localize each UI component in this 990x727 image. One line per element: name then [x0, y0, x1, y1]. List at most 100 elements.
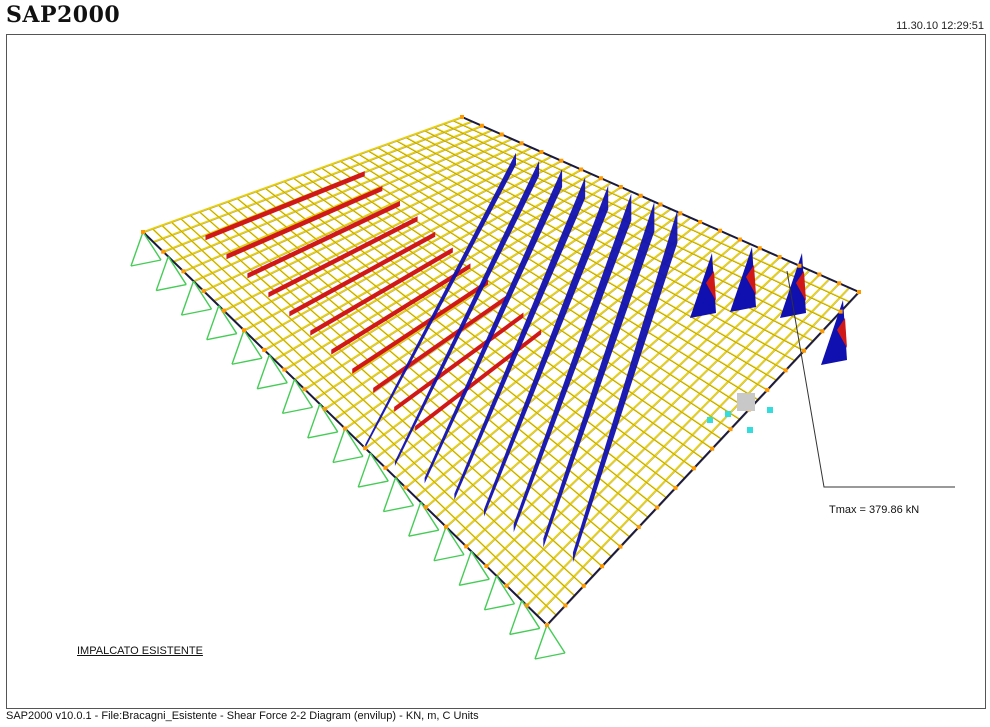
support-brace — [510, 628, 540, 634]
frame-member — [396, 141, 794, 361]
joint-marker — [363, 446, 367, 450]
joint-marker — [784, 368, 788, 372]
support-brace — [182, 309, 212, 315]
joint-marker — [582, 584, 586, 588]
joint-marker — [505, 584, 509, 588]
support-brace — [434, 555, 464, 561]
joint-marker — [525, 603, 529, 607]
support-brace — [409, 530, 439, 536]
support-brace — [308, 404, 320, 438]
support-brace — [232, 358, 262, 364]
joint-marker — [857, 290, 861, 294]
support-brace — [535, 653, 565, 659]
support-brace — [459, 551, 471, 585]
joint-marker — [202, 289, 206, 293]
joint-marker — [820, 329, 824, 333]
model-viewport[interactable]: Tmax = 379.86 kN IMPALCATO ESISTENTE — [6, 34, 986, 709]
joint-marker — [758, 246, 762, 250]
support-brace — [131, 260, 161, 266]
joint-marker — [659, 203, 663, 207]
joint-marker — [692, 466, 696, 470]
joint-marker — [673, 486, 677, 490]
support-brace — [459, 579, 489, 585]
joint-marker — [619, 185, 623, 189]
status-line: SAP2000 v10.0.1 - File:Bracagni_Esistent… — [6, 710, 479, 722]
support-brace — [257, 355, 269, 389]
cyan-marker — [767, 407, 773, 413]
joint-marker — [404, 485, 408, 489]
structural-model-drawing — [7, 35, 985, 708]
joint-marker — [600, 564, 604, 568]
frame-member-edge — [350, 158, 749, 410]
max-shear-annotation: Tmax = 379.86 kN — [829, 504, 919, 516]
cyan-marker — [707, 417, 713, 423]
support-brace — [333, 429, 345, 463]
joint-marker — [460, 115, 464, 119]
joint-marker — [383, 466, 387, 470]
joint-marker — [710, 447, 714, 451]
support-brace — [283, 379, 295, 413]
joint-marker — [282, 368, 286, 372]
joint-marker — [262, 348, 266, 352]
frame-member — [443, 124, 840, 312]
joint-marker — [802, 349, 806, 353]
support-brace — [232, 330, 244, 364]
joint-marker — [817, 273, 821, 277]
joint-marker — [655, 505, 659, 509]
support-brace — [510, 600, 522, 634]
support-brace — [156, 285, 186, 291]
selected-element — [737, 393, 755, 411]
support-brace — [434, 527, 446, 561]
frame-member-edge — [435, 128, 833, 322]
joint-marker — [718, 229, 722, 233]
joint-marker — [444, 525, 448, 529]
joint-marker — [797, 264, 801, 268]
frame-member-edge — [200, 213, 603, 568]
joint-marker — [738, 238, 742, 242]
joint-marker — [343, 427, 347, 431]
support-brace — [384, 506, 414, 512]
support-brace — [358, 453, 370, 487]
joint-marker — [539, 150, 543, 154]
frame-member-edge — [163, 226, 567, 606]
joint-marker — [323, 407, 327, 411]
joint-marker — [839, 310, 843, 314]
joint-marker — [242, 328, 246, 332]
joint-marker — [480, 124, 484, 128]
joint-marker — [161, 250, 165, 254]
joint-marker — [559, 159, 563, 163]
cyan-marker — [725, 411, 731, 417]
support-brace — [207, 334, 237, 340]
joint-marker — [484, 564, 488, 568]
support-brace — [535, 625, 547, 659]
support-brace — [547, 625, 565, 653]
joint-marker — [599, 176, 603, 180]
frame-member-edge — [397, 141, 795, 361]
joint-marker — [424, 505, 428, 509]
support-brace — [485, 604, 515, 610]
joint-marker — [729, 427, 733, 431]
joint-marker — [837, 281, 841, 285]
support-brace — [156, 257, 168, 291]
joint-marker — [579, 168, 583, 172]
joint-marker — [303, 387, 307, 391]
joint-marker — [778, 255, 782, 259]
support-brace — [308, 432, 338, 438]
model-caption: IMPALCATO ESISTENTE — [77, 645, 203, 657]
app-title: SAP2000 — [6, 2, 120, 28]
joint-marker — [520, 141, 524, 145]
support-brace — [384, 478, 396, 512]
joint-marker — [500, 133, 504, 137]
joint-marker — [765, 388, 769, 392]
joint-marker — [678, 211, 682, 215]
support-brace — [182, 281, 194, 315]
cyan-marker — [747, 427, 753, 433]
joint-marker — [698, 220, 702, 224]
support-brace — [333, 457, 363, 463]
timestamp: 11.30.10 12:29:51 — [896, 20, 984, 32]
support-brace — [207, 306, 219, 340]
frame-grid — [143, 117, 860, 626]
support-brace — [283, 407, 313, 413]
support-brace — [131, 232, 143, 266]
joint-marker — [464, 544, 468, 548]
